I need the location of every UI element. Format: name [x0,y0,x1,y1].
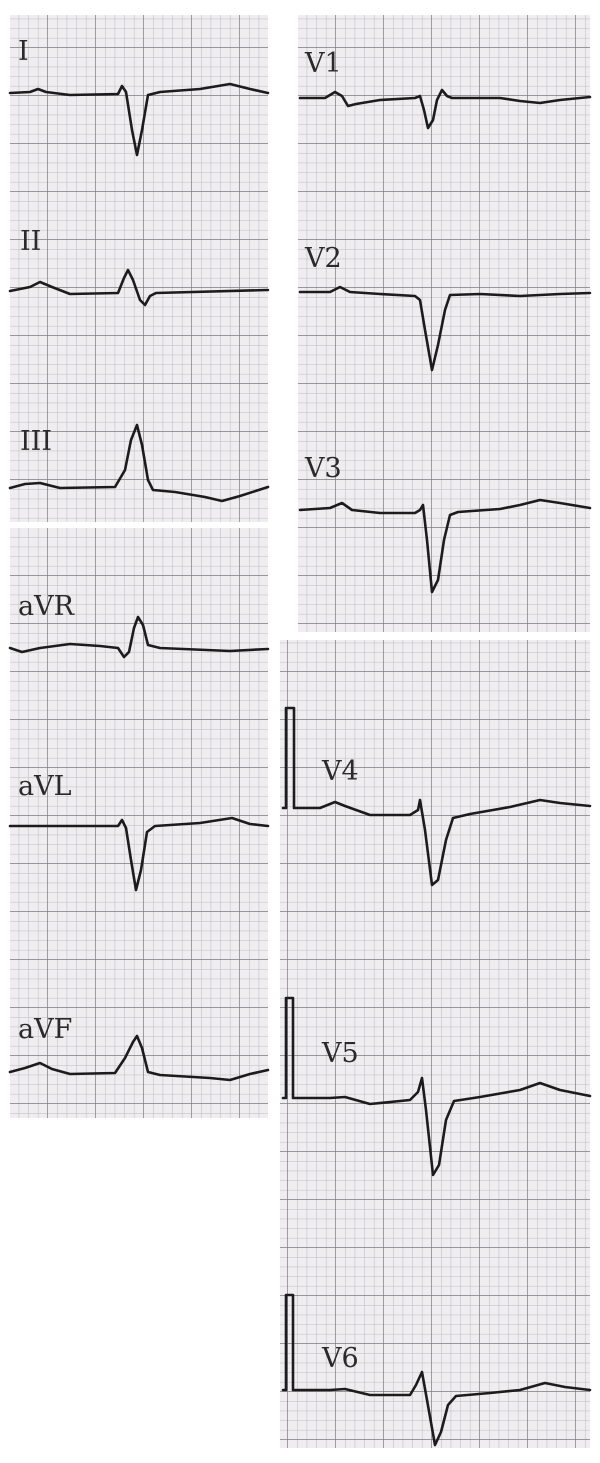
lead-label-avr: aVR [18,591,75,622]
ecg-grid [10,528,268,1118]
ecg-trace-avf [8,1034,270,1082]
ecg-trace-v1 [298,88,592,130]
lead-label-v5: V5 [321,1038,359,1069]
ecg-trace-v4 [281,706,592,887]
ecg-grid [280,640,590,1448]
lead-label-v1: V1 [304,48,342,79]
lead-label-v2: V2 [304,243,342,274]
precordial-v4-v6-panel: V4 V5 V6 [280,640,592,1448]
augmented-leads-panel: aVR aVL aVF [8,528,270,1118]
lead-label-ii: II [20,226,41,257]
ecg-trace-ii [8,268,270,307]
ecg-trace-i [8,82,270,157]
lead-label-v4: V4 [321,756,359,787]
ecg-trace-v5 [281,996,592,1177]
lead-label-v6: V6 [321,1343,359,1374]
ecg-trace-iii [8,423,270,503]
ecg-trace-avr [8,615,270,659]
lead-label-v3: V3 [304,453,342,484]
ecg-grid [298,15,590,632]
ecg-trace-v2 [298,285,592,372]
lead-label-iii: III [20,426,52,457]
lead-label-i: I [18,36,29,67]
ecg-trace-v6 [281,1293,592,1447]
ecg-trace-v3 [298,498,592,594]
ecg-trace-avl [8,816,270,892]
precordial-v1-v3-panel: V1 V2 V3 [298,15,592,632]
lead-label-avl: aVL [18,771,72,802]
lead-label-avf: aVF [18,1014,72,1045]
